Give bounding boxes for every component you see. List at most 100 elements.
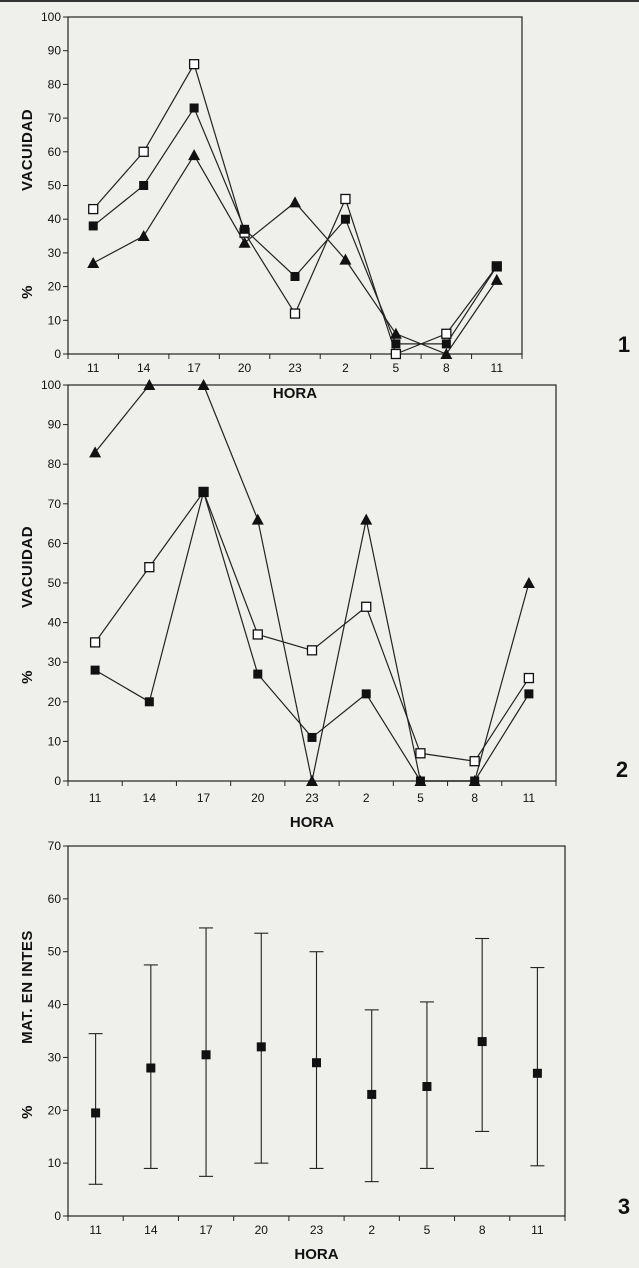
y-tick-label: 10 [48, 313, 62, 327]
data-point-filled-triangle [137, 230, 150, 242]
y-tick-label: 60 [48, 145, 62, 159]
data-point-filled-triangle [289, 196, 301, 208]
mean-point [367, 1089, 377, 1099]
data-point-filled-square [470, 776, 480, 786]
y-axis-title: VACUIDAD [19, 109, 36, 191]
y-tick-label: 90 [48, 44, 62, 58]
plot-frame-3 [67, 845, 566, 1217]
x-tick-label: 11 [89, 791, 102, 805]
mean-point [91, 1108, 101, 1118]
x-tick-label: 14 [143, 791, 157, 805]
data-point-filled-square [524, 689, 534, 699]
panel-number: 2 [616, 757, 628, 782]
x-tick-label: 2 [342, 361, 349, 375]
y-tick-label: 50 [48, 576, 62, 590]
y-tick-label: 30 [48, 246, 62, 260]
y-tick-label: 90 [48, 418, 62, 432]
y-tick-label: 70 [48, 497, 62, 511]
data-point-filled-triangle [389, 327, 402, 339]
x-tick-label: 5 [424, 1223, 431, 1237]
y-tick-label: 100 [41, 10, 61, 24]
data-point-open-square [144, 562, 155, 573]
plot-frame-1 [67, 16, 523, 355]
data-point-filled-triangle [522, 577, 535, 588]
x-tick-label: 17 [197, 791, 211, 805]
series-line-open-square [94, 490, 530, 762]
y-tick-label: 10 [48, 1156, 62, 1170]
x-tick-label: 8 [443, 361, 450, 375]
data-point-open-square [415, 748, 426, 759]
data-point-filled-square [361, 689, 371, 699]
data-point-filled-square [240, 224, 250, 234]
data-point-filled-triangle [143, 379, 156, 390]
y-tick-label: 60 [48, 892, 62, 906]
y-axis-title: MAT. EN INTES [19, 930, 36, 1044]
y-tick-label: 30 [48, 1050, 62, 1064]
data-point-filled-triangle [188, 149, 201, 161]
y-tick-label: 100 [41, 378, 61, 392]
data-point-filled-square [415, 776, 425, 786]
data-point-filled-triangle [339, 253, 352, 265]
top-rule [0, 0, 639, 2]
data-point-open-square [306, 645, 318, 656]
data-point-filled-square [441, 339, 451, 349]
data-point-open-square [89, 637, 101, 648]
x-axis-title: HORA [294, 1246, 338, 1263]
y-axis-title: VACUIDAD [19, 526, 36, 608]
data-point-open-square [188, 59, 200, 70]
y-tick-label: 60 [48, 536, 62, 550]
x-tick-label: 11 [87, 361, 100, 375]
data-point-filled-square [307, 732, 317, 742]
data-point-open-square [441, 328, 452, 339]
x-tick-label: 23 [305, 791, 319, 805]
x-tick-label: 17 [187, 361, 201, 375]
data-point-filled-square [391, 339, 401, 349]
y-tick-label: 40 [48, 212, 62, 226]
y-tick-label: 0 [54, 774, 61, 788]
y-tick-label: 50 [48, 945, 62, 959]
mean-point [201, 1050, 211, 1060]
x-tick-label: 5 [393, 361, 400, 375]
data-point-open-square [390, 348, 402, 360]
y-tick-label: 10 [48, 734, 62, 748]
y-axis-pct-label: % [19, 1105, 36, 1119]
y-tick-label: 70 [48, 111, 62, 125]
data-point-filled-triangle [306, 775, 318, 786]
x-tick-label: 5 [417, 791, 424, 805]
x-tick-label: 2 [368, 1223, 375, 1237]
y-tick-label: 40 [48, 998, 62, 1012]
y-tick-label: 50 [48, 179, 62, 193]
x-tick-label: 2 [363, 791, 370, 805]
y-axis-pct-label: % [19, 285, 36, 299]
y-tick-label: 20 [48, 280, 62, 294]
y-tick-label: 80 [48, 457, 62, 471]
data-point-open-square [469, 756, 480, 767]
x-tick-label: 11 [491, 361, 504, 375]
x-axis-title: HORA [290, 814, 334, 831]
data-point-open-square [523, 672, 535, 684]
data-point-filled-triangle [197, 379, 210, 390]
data-point-filled-square [290, 271, 300, 281]
mean-point [532, 1068, 542, 1078]
data-point-filled-triangle [87, 257, 100, 269]
data-point-filled-square [144, 697, 154, 707]
mean-point [422, 1082, 432, 1091]
y-tick-label: 20 [48, 695, 62, 709]
data-point-filled-triangle [440, 348, 453, 359]
x-tick-label: 20 [255, 1223, 269, 1237]
x-axis-title: HORA [273, 385, 317, 402]
data-point-filled-square [88, 221, 98, 231]
y-tick-label: 20 [48, 1103, 62, 1117]
x-tick-label: 23 [310, 1223, 324, 1237]
x-tick-label: 11 [531, 1223, 544, 1237]
y-tick-label: 0 [54, 1209, 61, 1223]
data-point-filled-triangle [490, 273, 503, 285]
y-axis-pct-label: % [19, 670, 36, 684]
data-point-filled-triangle [360, 513, 373, 525]
y-tick-label: 0 [54, 347, 61, 361]
x-tick-label: 23 [288, 361, 302, 375]
x-tick-label: 17 [199, 1223, 213, 1237]
y-tick-label: 40 [48, 616, 62, 630]
